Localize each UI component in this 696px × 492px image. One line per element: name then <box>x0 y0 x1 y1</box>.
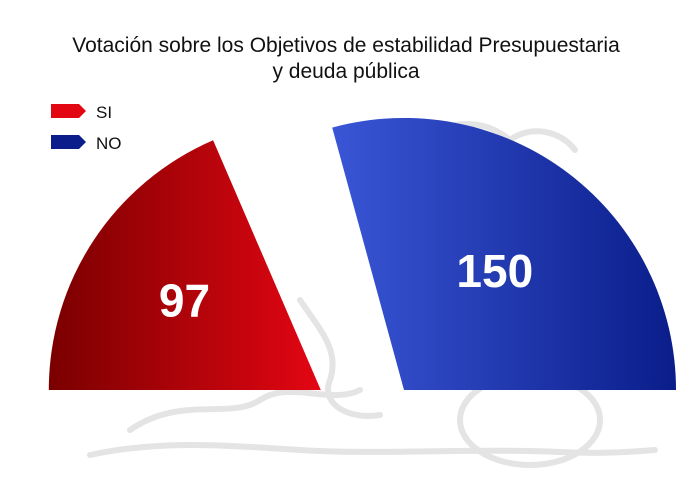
sector-no <box>332 117 676 390</box>
legend-label-si: SI <box>96 103 112 122</box>
legend-swatch-no <box>51 135 86 149</box>
chart-title-line-2: y deuda pública <box>272 60 419 83</box>
legend-swatch-si <box>51 104 86 118</box>
value-label-si: 97 <box>159 274 210 326</box>
chart-title-line-1: Votación sobre los Objetivos de estabili… <box>72 34 620 57</box>
legend: SI NO <box>51 103 122 153</box>
sector-si <box>48 140 321 390</box>
value-label-no: 150 <box>456 245 533 297</box>
legend-label-no: NO <box>96 134 122 153</box>
